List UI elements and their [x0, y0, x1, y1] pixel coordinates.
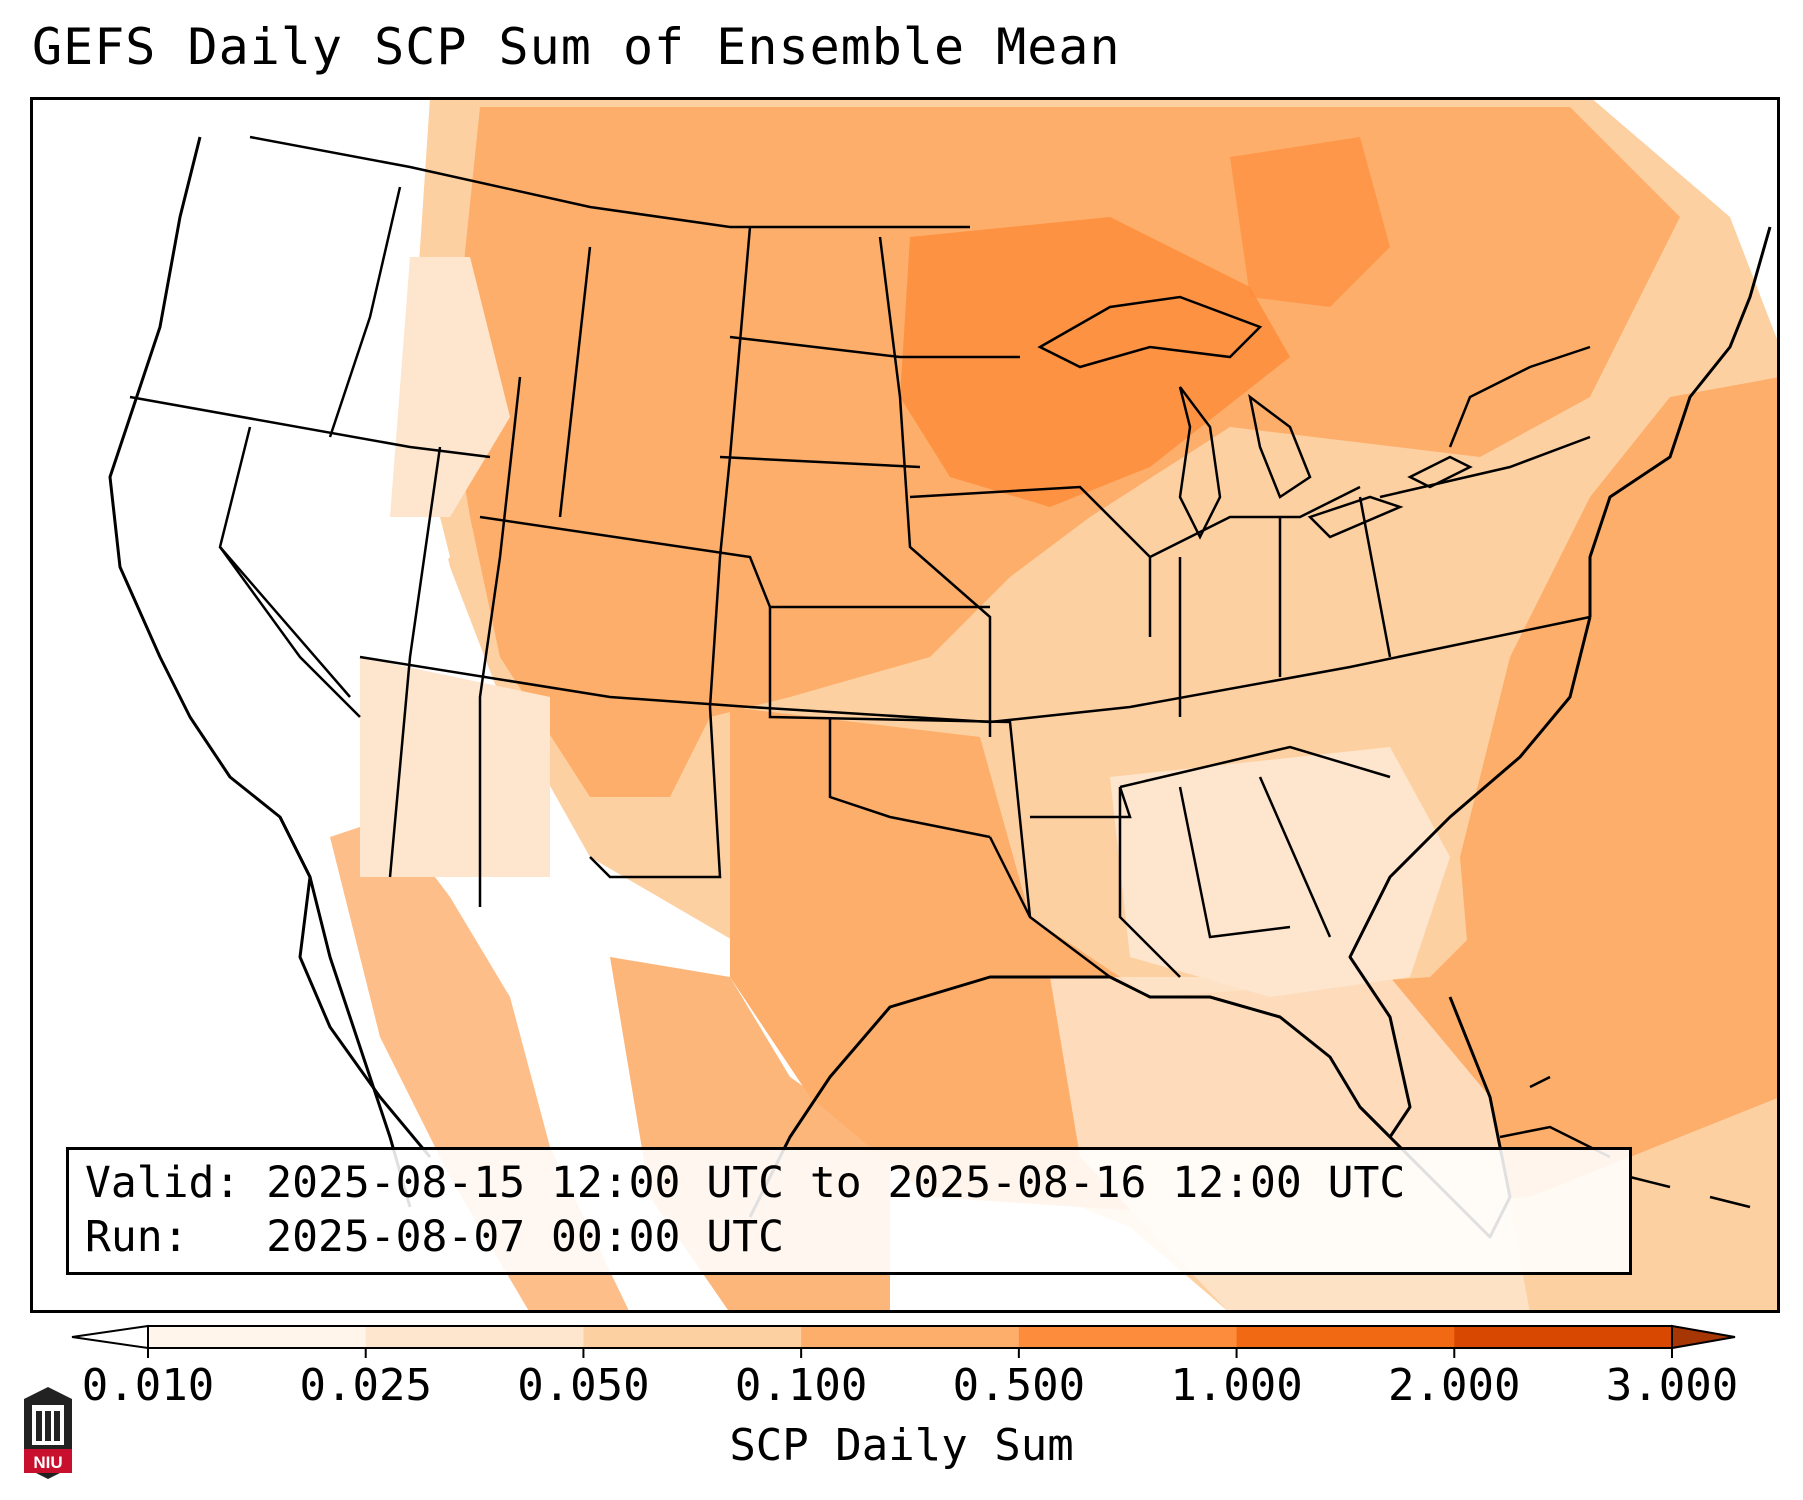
colorbar-segment: [1454, 1326, 1673, 1348]
colorbar-tick-label: 0.100: [734, 1360, 868, 1411]
state-borders: [129, 135, 1591, 978]
colorbar-segment: [1018, 1326, 1238, 1348]
colorbar-segment: [583, 1326, 802, 1348]
colorbar-segment: [801, 1326, 1020, 1348]
colorbar-label: SCP Daily Sum: [729, 1420, 1074, 1471]
chart-title: GEFS Daily SCP Sum of Ensemble Mean: [32, 18, 1121, 76]
colorbar-tick-label: 1.000: [1170, 1360, 1303, 1411]
colorbar-segments: [71, 1324, 1736, 1350]
colorbar-tick-label: 2.000: [1388, 1360, 1521, 1411]
colorbar-tick-label: 0.500: [952, 1360, 1086, 1411]
valid-time-text: Valid: 2025-08-15 12:00 UTC to 2025-08-1…: [85, 1158, 1406, 1208]
colorbar-tick-label: 0.050: [517, 1360, 650, 1411]
colorbar-outline: [147, 1325, 1673, 1349]
run-time-text: Run: 2025-08-07 00:00 UTC: [85, 1212, 784, 1262]
colorbar-tick-label: 0.025: [299, 1360, 432, 1411]
colorbar: [71, 1324, 1736, 1358]
colorbar-over-arrow: [1671, 1324, 1736, 1350]
colorbar-tick-labels: 0.010 0.025 0.050 0.100 0.500 1.000 2.000 3.000: [0, 1360, 1803, 1411]
colorbar-segment: [1236, 1326, 1455, 1348]
colorbar-ticks: [147, 1348, 1673, 1358]
colorbar-tick-label: 3.000: [1605, 1360, 1739, 1411]
great-lakes: [1037, 295, 1473, 540]
map-panel: [30, 97, 1780, 1313]
colorbar-segment: [365, 1326, 584, 1348]
logo-text: NIU: [33, 1453, 62, 1472]
valid-run-info-box: Valid: 2025-08-15 12:00 UTC to 2025-08-1…: [66, 1147, 1632, 1275]
niu-logo: NIU: [24, 1387, 72, 1479]
map-border: [30, 97, 1780, 1313]
colorbar-segment: [148, 1326, 367, 1348]
colorbar-tick-label: 0.010: [81, 1360, 215, 1411]
colorbar-under-arrow: [71, 1324, 149, 1350]
